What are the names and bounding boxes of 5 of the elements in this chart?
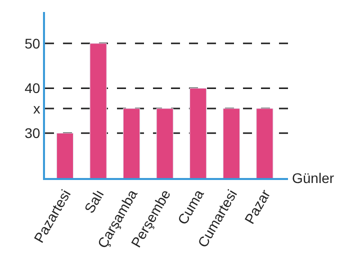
y-tick-label: 30 [24,125,40,142]
y-tick-label: x [33,100,40,116]
x-axis-title: Günler [292,170,334,186]
y-tick-label: 50 [24,35,40,52]
y-tick-label: 40 [24,80,40,96]
